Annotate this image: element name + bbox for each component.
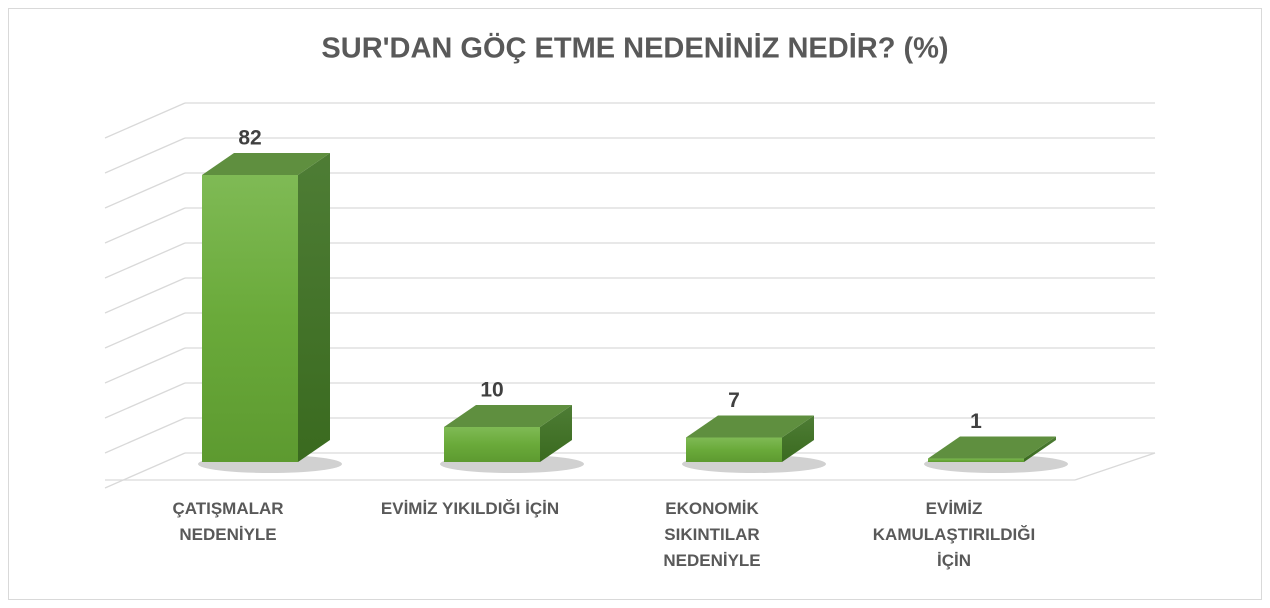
floor-edge-right bbox=[1074, 452, 1156, 481]
value-label: 10 bbox=[480, 379, 503, 402]
grid-line-side bbox=[104, 417, 186, 454]
grid-line-side bbox=[104, 452, 186, 489]
grid-line-side bbox=[104, 312, 186, 349]
value-label: 82 bbox=[238, 127, 261, 150]
grid-line-side bbox=[104, 172, 186, 209]
grid-line-side bbox=[104, 382, 186, 419]
value-label: 1 bbox=[970, 410, 982, 433]
bar-side bbox=[540, 405, 572, 462]
bar bbox=[928, 458, 1024, 462]
chart-title: SUR'DAN GÖÇ ETME NEDENİNİZ NEDİR? (%) bbox=[321, 32, 948, 65]
x-tick-label: ÇATIŞMALAR NEDENİYLE bbox=[172, 499, 284, 544]
grid-line-side bbox=[104, 277, 186, 314]
grid-line-side bbox=[104, 102, 186, 139]
x-tick-label: EVİMİZ YIKILDIĞI İÇİN bbox=[380, 499, 560, 518]
value-label: 7 bbox=[728, 389, 740, 412]
grid-line-side bbox=[104, 207, 186, 244]
bar bbox=[686, 437, 782, 462]
bar bbox=[202, 175, 298, 462]
x-tick-label: EVİMİZ KAMULAŞTIRILDIĞI İÇİN bbox=[872, 499, 1036, 570]
bar-top bbox=[686, 415, 814, 438]
bar-top bbox=[444, 405, 572, 427]
grid-line-side bbox=[104, 347, 186, 384]
bar bbox=[444, 427, 540, 462]
bar-top bbox=[202, 153, 330, 175]
grid-line-side bbox=[104, 137, 186, 174]
bar-top bbox=[928, 436, 1056, 459]
bar-side bbox=[298, 153, 330, 462]
grid-line-side bbox=[104, 242, 186, 279]
x-tick-label: EKONOMİK SIKINTILAR NEDENİYLE bbox=[663, 499, 761, 570]
bar-side bbox=[782, 415, 814, 462]
bar-side bbox=[1024, 436, 1056, 462]
